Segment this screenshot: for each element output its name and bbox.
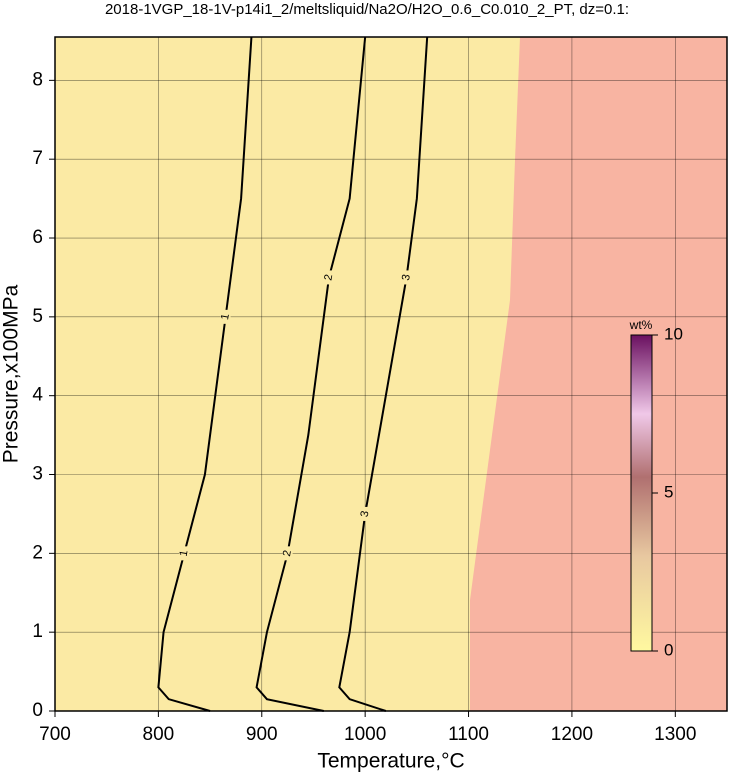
y-axis-label: Pressure,x100MPa xyxy=(0,284,23,463)
contour-label-bg xyxy=(360,506,371,521)
chart-title: 2018-1VGP_18-1V-p14i1_2/meltsliquid/Na2O… xyxy=(105,1,629,18)
y-tick-label: 4 xyxy=(32,385,43,406)
colorbar-tick-label: 10 xyxy=(664,324,683,343)
contour-label-bg xyxy=(401,270,412,285)
y-tick-label: 3 xyxy=(32,464,43,485)
x-tick-label: 1000 xyxy=(344,724,386,745)
y-tick-label: 5 xyxy=(32,306,43,327)
plot-frame xyxy=(54,36,728,712)
high-region xyxy=(470,37,727,711)
colorbar-label: wt% xyxy=(629,318,653,332)
contour-label: 3 xyxy=(400,273,413,281)
x-tick-label: 700 xyxy=(39,724,71,745)
contour-label: 3 xyxy=(359,510,372,518)
contour-label-bg xyxy=(179,546,190,561)
y-tick-label: 1 xyxy=(32,621,43,642)
contour-label-bg xyxy=(220,309,231,324)
contour-label: 1 xyxy=(178,549,191,557)
contour-label-bg xyxy=(282,546,293,561)
y-tick-label: 2 xyxy=(32,542,43,563)
x-tick-label: 900 xyxy=(246,724,278,745)
y-tick-label: 7 xyxy=(32,148,43,169)
x-tick-label: 1300 xyxy=(654,724,696,745)
y-tick-label: 6 xyxy=(32,227,43,248)
colorbar xyxy=(630,334,653,652)
colorbar-tick-label: 0 xyxy=(664,640,673,659)
x-axis-label: Temperature,°C xyxy=(317,750,464,773)
colorbar-tick-label: 5 xyxy=(664,482,673,501)
contour-label: 2 xyxy=(281,549,294,557)
y-tick-label: 0 xyxy=(32,700,43,721)
contour-label: 1 xyxy=(219,313,232,321)
contour-label: 2 xyxy=(322,273,335,281)
y-tick-label: 8 xyxy=(32,69,43,90)
contour-label-bg xyxy=(323,270,334,285)
x-tick-label: 1100 xyxy=(448,724,489,745)
x-tick-label: 800 xyxy=(143,724,175,745)
x-tick-label: 1200 xyxy=(551,724,593,745)
